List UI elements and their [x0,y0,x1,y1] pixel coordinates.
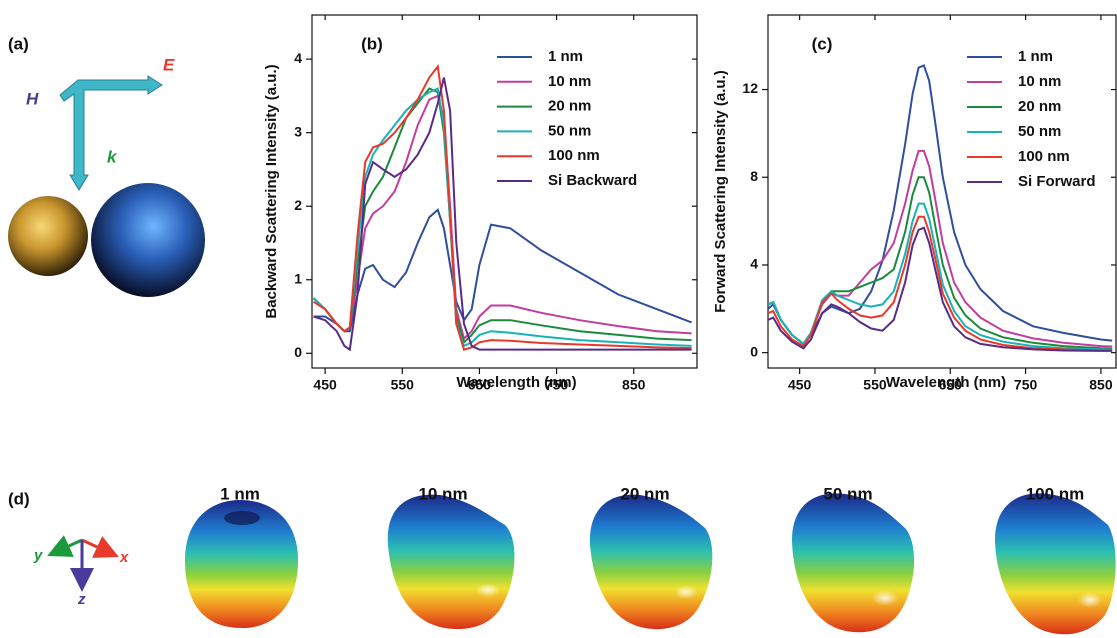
plot-area [312,64,692,352]
legend-label: 20 nm [548,98,591,115]
y-tick-label: 8 [750,168,758,184]
z-axis-label: z [77,591,86,608]
x-tick-label: 850 [622,377,646,393]
y-tick-label: 2 [294,197,302,213]
y-tick-label: 1 [294,270,302,286]
x-tick-label: 550 [391,377,415,393]
y-axis-title: Backward Scattering Intensity (a.u.) [263,64,280,318]
x-tick-label: 450 [788,377,812,393]
pattern-title: 20 nm [620,484,669,503]
x-tick-label: 750 [1014,377,1038,393]
legend-label: Si Forward [1018,173,1096,190]
x-axis-title: Wavelength (nm) [456,374,576,391]
y-tick-label: 4 [294,50,302,66]
panel-label: (c) [812,34,833,53]
plot-frame [311,14,698,369]
panel-label: (a) [8,34,29,53]
legend-label: 50 nm [1018,123,1061,140]
series-line [312,64,692,351]
legend-label: 20 nm [1018,98,1061,115]
y-tick-label: 4 [750,256,758,272]
x-tick-label: 850 [1089,377,1113,393]
x-tick-label: 450 [313,377,337,393]
x-tick-label: 550 [863,377,887,393]
e-label: E [163,55,175,74]
legend-label: 10 nm [1018,73,1061,90]
arrows [59,75,163,191]
h-label: H [26,89,39,108]
y-axis-label: y [33,547,43,564]
series-line [768,176,1113,350]
series-line [768,226,1113,352]
y-tick-label: 0 [294,344,302,360]
k-label: k [107,147,118,166]
series-line [768,202,1113,351]
plot-area [768,64,1113,352]
series-line [313,208,692,333]
x-tick-label: 650 [468,377,492,393]
legend-label: 1 nm [1018,48,1053,65]
y-tick-label: 3 [294,123,302,139]
axis-triad [47,535,119,592]
legend-label: 100 nm [1018,148,1070,165]
pattern-title: 100 nm [1026,484,1085,503]
y-axis-title: Forward Scattering Intensity (a.u.) [712,70,729,313]
series-line [312,87,692,345]
series-line [768,215,1113,352]
legend-label: 50 nm [548,122,591,139]
y-tick-label: 12 [742,80,758,96]
radiation-patterns [185,493,1116,635]
x-axis-title: Wavelength (nm) [886,374,1006,391]
panel-label: (b) [361,34,383,53]
gold-sphere [8,196,88,276]
x-tick-label: 750 [545,377,569,393]
legend-label: 1 nm [548,48,583,65]
pattern-title: 50 nm [823,484,872,503]
x-axis-label: x [119,549,129,566]
series-line [313,77,692,352]
si-sphere [91,183,205,297]
legend-label: Si Backward [548,172,637,189]
legend-label: 100 nm [548,147,600,164]
plot-frame [767,14,1117,369]
legend-label: 10 nm [548,73,591,90]
y-tick-label: 0 [750,343,758,359]
x-tick-label: 650 [939,377,963,393]
pattern-title: 1 nm [220,484,260,503]
pattern-title: 10 nm [418,484,467,503]
panel-label: (d) [8,489,30,508]
